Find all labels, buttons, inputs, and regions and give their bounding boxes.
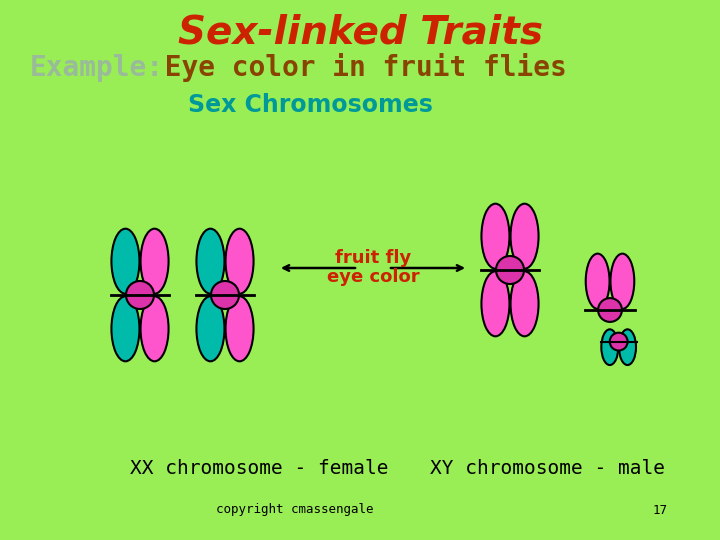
Ellipse shape bbox=[510, 271, 539, 336]
Text: eye color: eye color bbox=[327, 268, 419, 286]
Ellipse shape bbox=[140, 229, 168, 294]
Ellipse shape bbox=[610, 333, 628, 350]
Ellipse shape bbox=[482, 204, 510, 269]
Ellipse shape bbox=[510, 204, 539, 269]
Text: XX chromosome - female: XX chromosome - female bbox=[130, 458, 389, 477]
Ellipse shape bbox=[601, 329, 618, 365]
Ellipse shape bbox=[586, 254, 610, 309]
Ellipse shape bbox=[211, 281, 239, 309]
Text: Eye color in fruit flies: Eye color in fruit flies bbox=[148, 53, 567, 83]
Ellipse shape bbox=[140, 296, 168, 361]
Ellipse shape bbox=[112, 296, 140, 361]
Ellipse shape bbox=[482, 271, 510, 336]
Text: fruit fly: fruit fly bbox=[335, 249, 411, 267]
Ellipse shape bbox=[598, 298, 622, 322]
Text: 17: 17 bbox=[652, 503, 667, 516]
Ellipse shape bbox=[126, 281, 154, 309]
Ellipse shape bbox=[225, 229, 253, 294]
Ellipse shape bbox=[197, 229, 225, 294]
Text: Sex Chromosomes: Sex Chromosomes bbox=[188, 93, 433, 117]
Ellipse shape bbox=[197, 296, 225, 361]
Text: copyright cmassengale: copyright cmassengale bbox=[216, 503, 374, 516]
Ellipse shape bbox=[225, 296, 253, 361]
Ellipse shape bbox=[112, 229, 140, 294]
Ellipse shape bbox=[611, 254, 634, 309]
Ellipse shape bbox=[619, 329, 636, 365]
Ellipse shape bbox=[496, 256, 524, 284]
Text: Example:: Example: bbox=[30, 54, 164, 82]
Text: Sex-linked Traits: Sex-linked Traits bbox=[178, 13, 542, 51]
Text: XY chromosome - male: XY chromosome - male bbox=[430, 458, 665, 477]
